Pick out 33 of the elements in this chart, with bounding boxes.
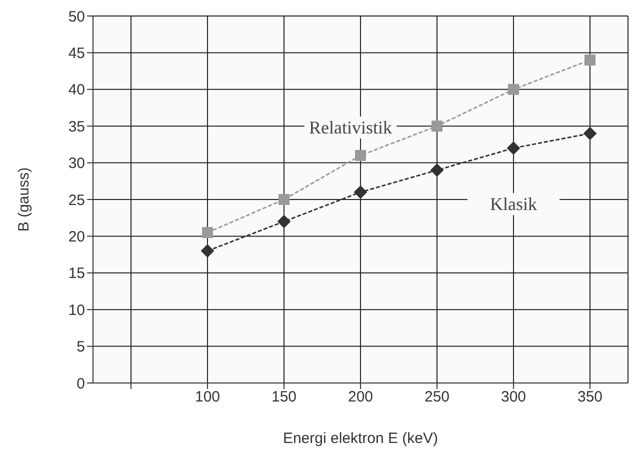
y-tick-label: 5 bbox=[76, 338, 85, 356]
y-tick-label: 25 bbox=[68, 192, 85, 209]
point bbox=[278, 215, 290, 228]
y-tick-label: 10 bbox=[68, 302, 85, 319]
y-tick-label: 15 bbox=[68, 265, 85, 282]
series-label: Relativistik bbox=[309, 117, 392, 138]
y-tick-label: 0 bbox=[76, 375, 85, 392]
x-tick-label: 150 bbox=[271, 388, 297, 406]
x-tick-label: 100 bbox=[194, 388, 220, 406]
y-tick-label: 50 bbox=[68, 8, 85, 26]
point bbox=[508, 84, 519, 95]
y-axis-title: B (gauss) bbox=[15, 167, 32, 232]
point bbox=[201, 244, 214, 258]
x-tick-label: 300 bbox=[500, 388, 526, 406]
x-tick-label: 200 bbox=[348, 388, 374, 406]
x-axis-title: Energi elektron E (keV) bbox=[282, 430, 438, 447]
point bbox=[584, 54, 596, 66]
point bbox=[278, 194, 290, 205]
point bbox=[430, 164, 444, 177]
y-tick-label: 20 bbox=[68, 228, 85, 246]
y-tick-label: 40 bbox=[68, 82, 85, 99]
point bbox=[432, 120, 442, 132]
x-tick-label: 250 bbox=[424, 388, 450, 406]
point bbox=[354, 186, 367, 199]
y-tick-label: 30 bbox=[68, 155, 85, 172]
y-tick-label: 45 bbox=[68, 45, 85, 62]
point bbox=[355, 150, 366, 161]
point bbox=[507, 142, 520, 155]
text: Klasik bbox=[490, 194, 537, 214]
point bbox=[584, 126, 596, 140]
point bbox=[202, 227, 213, 238]
y-tick-label: 35 bbox=[68, 118, 85, 136]
x-tick-label: 350 bbox=[577, 388, 603, 406]
